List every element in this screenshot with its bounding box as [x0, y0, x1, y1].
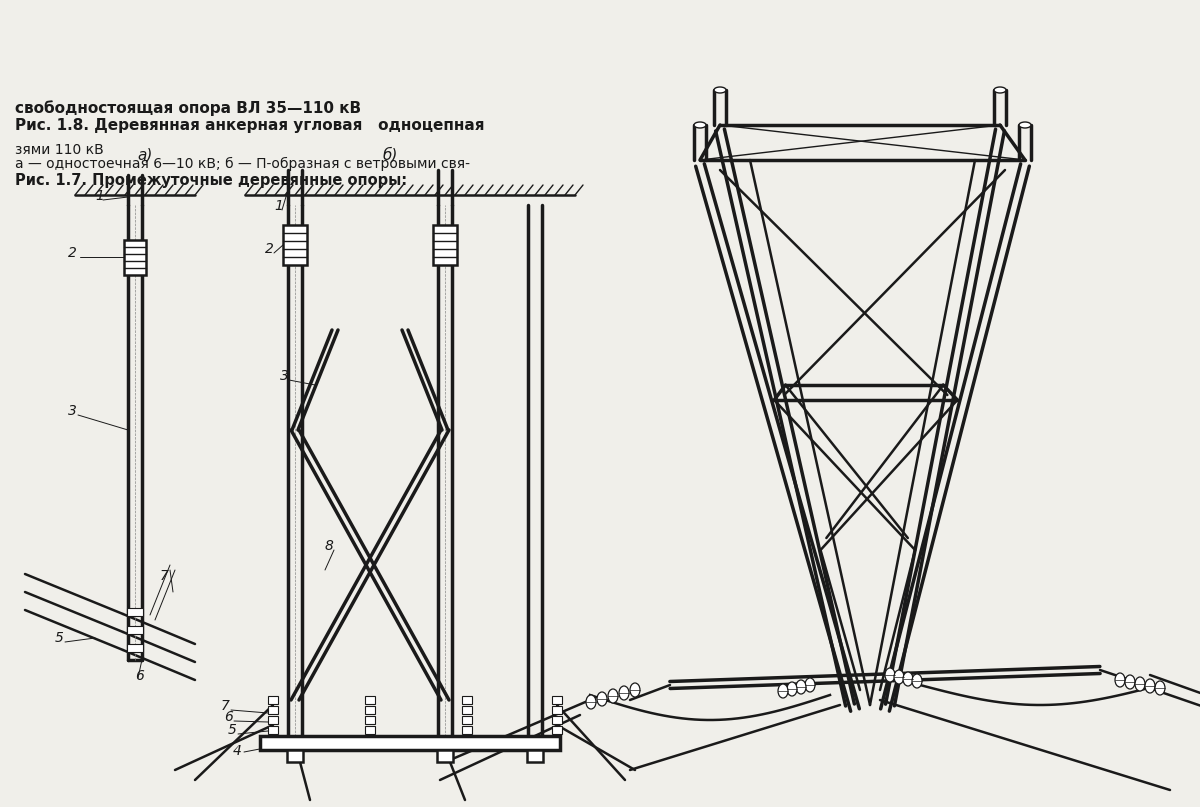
Text: 2: 2: [265, 242, 274, 256]
Text: 5: 5: [228, 723, 236, 737]
Text: 6: 6: [224, 710, 233, 724]
Text: 1: 1: [95, 189, 104, 203]
Text: 1: 1: [274, 199, 283, 213]
Text: а): а): [137, 148, 152, 163]
Text: свободностоящая опора ВЛ 35—110 кВ: свободностоящая опора ВЛ 35—110 кВ: [14, 100, 361, 115]
Text: 5: 5: [55, 631, 64, 645]
Bar: [462, 706, 472, 714]
Ellipse shape: [787, 682, 797, 696]
Bar: [437, 750, 454, 762]
Bar: [365, 716, 374, 724]
Ellipse shape: [694, 122, 706, 128]
Text: б): б): [383, 148, 397, 163]
Bar: [127, 644, 143, 652]
Ellipse shape: [1135, 677, 1145, 691]
Ellipse shape: [630, 683, 640, 697]
Bar: [552, 726, 562, 734]
Bar: [127, 608, 143, 616]
Text: 7: 7: [160, 569, 169, 583]
Bar: [365, 696, 374, 704]
Text: а — одностоечная 6—10 кВ; б — П-образная с ветровыми свя-: а — одностоечная 6—10 кВ; б — П-образная…: [14, 157, 470, 171]
Ellipse shape: [586, 695, 596, 709]
Text: 7: 7: [221, 699, 230, 713]
Text: 3: 3: [280, 369, 289, 383]
Bar: [268, 696, 278, 704]
Bar: [552, 716, 562, 724]
Ellipse shape: [796, 680, 806, 694]
Bar: [268, 716, 278, 724]
Bar: [268, 706, 278, 714]
Text: Рис. 1.7. Промежуточные деревянные опоры:: Рис. 1.7. Промежуточные деревянные опоры…: [14, 173, 407, 188]
Bar: [127, 626, 143, 634]
Bar: [365, 706, 374, 714]
Bar: [462, 726, 472, 734]
Ellipse shape: [1019, 122, 1031, 128]
Bar: [287, 750, 302, 762]
Ellipse shape: [894, 670, 904, 684]
Ellipse shape: [598, 692, 607, 706]
Ellipse shape: [912, 674, 922, 688]
Bar: [462, 716, 472, 724]
Text: 3: 3: [68, 404, 77, 418]
Bar: [433, 225, 457, 265]
Bar: [268, 726, 278, 734]
Ellipse shape: [805, 678, 815, 692]
Bar: [124, 240, 146, 275]
Ellipse shape: [904, 672, 913, 686]
Ellipse shape: [1126, 675, 1135, 689]
Ellipse shape: [619, 686, 629, 700]
Ellipse shape: [994, 87, 1006, 93]
Bar: [283, 225, 307, 265]
Text: 8: 8: [325, 539, 334, 553]
Bar: [552, 696, 562, 704]
Bar: [365, 726, 374, 734]
Ellipse shape: [1145, 679, 1154, 693]
Text: зями 110 кВ: зями 110 кВ: [14, 143, 103, 157]
Ellipse shape: [886, 668, 895, 682]
Ellipse shape: [1154, 681, 1165, 695]
Ellipse shape: [1115, 673, 1126, 687]
Text: 2: 2: [68, 246, 77, 260]
Ellipse shape: [608, 689, 618, 703]
Text: 6: 6: [134, 669, 144, 683]
Ellipse shape: [714, 87, 726, 93]
Bar: [260, 736, 560, 750]
Text: 4: 4: [233, 744, 242, 758]
Ellipse shape: [778, 684, 788, 698]
Text: Рис. 1.8. Деревянная анкерная угловая   одноцепная: Рис. 1.8. Деревянная анкерная угловая од…: [14, 118, 485, 133]
Bar: [462, 696, 472, 704]
Bar: [527, 750, 542, 762]
Bar: [552, 706, 562, 714]
